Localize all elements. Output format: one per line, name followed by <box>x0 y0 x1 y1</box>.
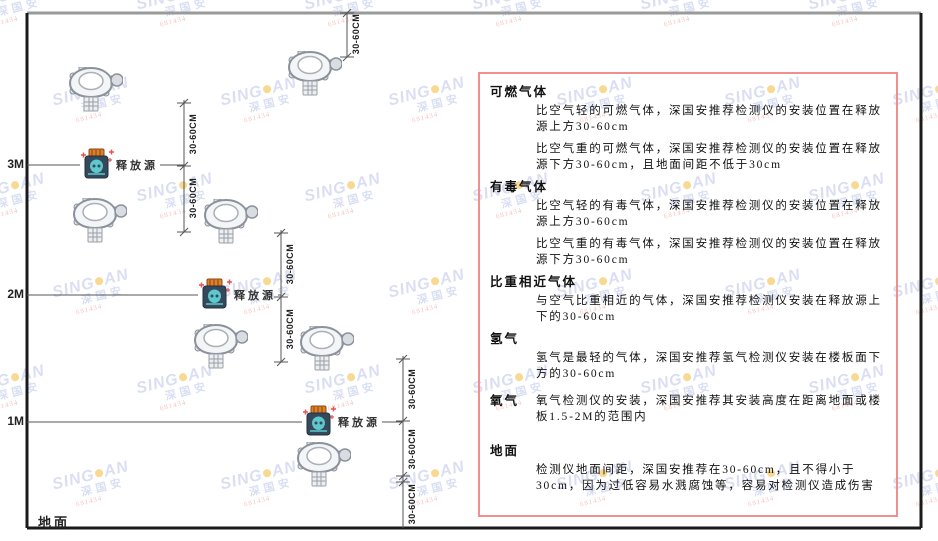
dimension-tick-slash <box>398 477 408 487</box>
height-marker-label: 1M <box>7 414 24 428</box>
dimension-tick-slash <box>398 354 408 364</box>
dimension-tick-slash <box>342 8 352 18</box>
dimension-label: 30-60CM <box>285 243 295 285</box>
dimension-label: 30-60CM <box>188 113 198 154</box>
section-paragraph: 比空气重的有毒气体，深国安推荐检测仪的安装位置在释放源下方30-60cm <box>536 238 882 266</box>
dimension-label: 30-60CM <box>407 483 417 525</box>
panel-section: 地面检测仪地面间距，深国安推荐在30-60cm，且不得小于30cm，因为过低容易… <box>490 443 884 494</box>
panel-section: 有毒气体比空气轻的有毒气体，深国安推荐检测仪的安装位置在释放源上方30-60cm… <box>490 179 884 268</box>
release-source-label: 释放源 <box>234 290 276 302</box>
dimension-tick-slash <box>276 228 286 238</box>
section-heading: 可燃气体 <box>490 85 549 99</box>
dimension-label: 30-60CM <box>407 428 417 470</box>
dimension-tick-slash <box>398 416 408 426</box>
section-heading: 比重相近气体 <box>490 275 578 289</box>
dimension-tick-slash <box>276 357 286 367</box>
release-source-icon <box>78 148 116 187</box>
section-heading: 地面 <box>490 444 520 458</box>
dimension-label: 30-60CM <box>188 177 198 219</box>
dimension-label: 30-60CM <box>351 13 361 55</box>
section-heading: 氧气 <box>490 394 520 408</box>
gas-detector-icon <box>295 441 352 493</box>
gas-detector-icon <box>286 50 343 102</box>
release-source-label: 释放源 <box>338 417 380 429</box>
dimension-tick-slash <box>179 161 189 171</box>
dimension-label: 30-60CM <box>407 368 417 410</box>
panel-section: 可燃气体比空气轻的可燃气体，深国安推荐检测仪的安装位置在释放源上方30-60cm… <box>490 84 884 173</box>
height-marker-label: 2M <box>7 287 24 301</box>
gas-detector-icon <box>67 66 124 118</box>
section-heading: 氢气 <box>490 332 520 346</box>
dimension-tick-slash <box>179 98 189 108</box>
section-paragraph: 氧气检测仪的安装，深国安推荐其安装高度在距离地面或楼板1.5-2M的范围内 <box>536 395 882 423</box>
height-marker-label: 3M <box>7 157 24 171</box>
gas-detector-icon <box>192 323 249 375</box>
panel-section: 氢气氢气是最轻的气体，深国安推荐氢气检测仪安装在楼板面下方的30-60cm <box>490 331 884 382</box>
panel-section-inline-row: 氧气 氧气检测仪的安装，深国安推荐其安装高度在距离地面或楼板1.5-2M的范围内 <box>490 388 884 431</box>
section-paragraph: 氢气是最轻的气体，深国安推荐氢气检测仪安装在楼板面下方的30-60cm <box>536 352 882 380</box>
gas-detector-icon <box>202 198 259 250</box>
section-paragraph: 比空气轻的可燃气体，深国安推荐检测仪的安装位置在释放源上方30-60cm <box>536 105 882 133</box>
section-paragraph: 检测仪地面间距，深国安推荐在30-60cm，且不得小于30cm，因为过低容易水溅… <box>536 464 875 492</box>
ground-label: 地面 <box>38 515 71 530</box>
gas-detector-icon <box>298 325 355 377</box>
dimension-tick-slash <box>276 292 286 302</box>
section-paragraph: 与空气比重相近的气体，深国安推荐检测仪安装在释放源上下的30-60cm <box>536 295 882 323</box>
release-source-icon <box>196 278 234 317</box>
dimension-tick-slash <box>179 227 189 237</box>
section-paragraph: 比空气轻的有毒气体，深国安推荐检测仪的安装位置在释放源上方30-60cm <box>536 200 882 228</box>
release-source-icon <box>300 405 338 444</box>
section-heading: 有毒气体 <box>490 180 549 194</box>
dimension-tick-slash <box>398 471 408 481</box>
panel-section: 氧气 氧气检测仪的安装，深国安推荐其安装高度在距离地面或楼板1.5-2M的范围内 <box>490 388 884 431</box>
info-panel: 可燃气体比空气轻的可燃气体，深国安推荐检测仪的安装位置在释放源上方30-60cm… <box>478 72 898 517</box>
gas-detector-icon <box>71 197 128 249</box>
panel-section: 比重相近气体与空气比重相近的气体，深国安推荐检测仪安装在释放源上下的30-60c… <box>490 274 884 325</box>
release-source-label: 释放源 <box>116 160 158 172</box>
section-paragraph: 比空气重的可燃气体，深国安推荐检测仪的安装位置在释放源下方30-60cm，且地面… <box>536 143 882 171</box>
dimension-label: 30-60CM <box>285 308 295 349</box>
dimension-tick-slash <box>342 52 352 62</box>
